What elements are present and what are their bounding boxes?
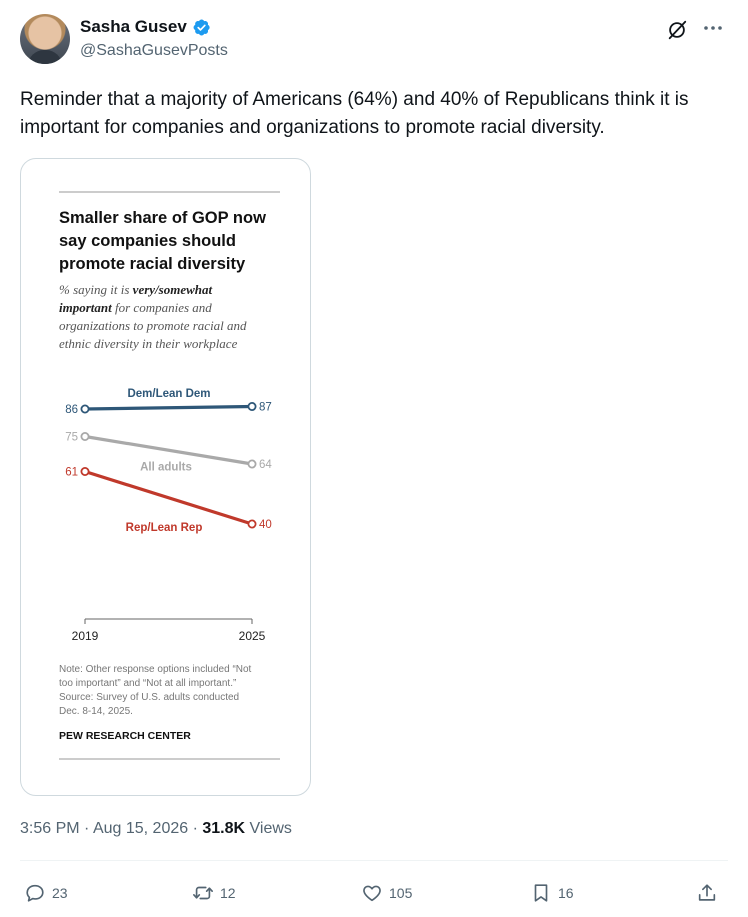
tweet-time[interactable]: 3:56 PM [20, 820, 80, 837]
divider [20, 860, 728, 861]
data-point-dem-lean-dem-2019 [80, 404, 90, 414]
series-rep-lean-rep: 61 40 Rep/Lean Rep [65, 467, 272, 534]
heart-icon [363, 885, 381, 902]
chart-plot-area: 86 87 Dem/Lean Dem 75 64 All adults 61 40 Rep/Le… [65, 388, 272, 534]
tweet-header: Sasha Gusev @SashaGusevPosts [20, 14, 728, 66]
retweet-icon [193, 886, 213, 900]
author-handle[interactable]: @SashaGusevPosts [80, 42, 228, 59]
chart-subtitle-line-4: ethnic diversity in their workplace [59, 336, 238, 351]
data-point-rep-lean-rep-2019 [80, 466, 90, 476]
bookmark-icon [534, 884, 548, 902]
more-icon[interactable] [700, 16, 726, 42]
share-icon [698, 884, 716, 901]
tweet-text: Reminder that a majority of Americans (6… [20, 89, 689, 138]
media-image-card[interactable]: Smaller share of GOP now say companies s… [20, 158, 311, 796]
avatar[interactable] [20, 14, 70, 64]
views-label: Views [249, 820, 292, 837]
reply-count: 23 [52, 885, 68, 901]
data-label-all-adults-2019: 75 [65, 432, 78, 444]
x-tick-label-2025: 2025 [239, 629, 266, 643]
series-dem-lean-dem: 86 87 Dem/Lean Dem [65, 388, 272, 416]
chart-title-line-2: say companies should [59, 232, 236, 250]
series-line-all-adults [84, 434, 253, 466]
author-name-line: Sasha Gusev [80, 17, 211, 37]
data-point-all-adults-2019 [80, 431, 90, 441]
series-line-dem-lean-dem [84, 404, 253, 411]
chart-subtitle-line-1: % saying it is very/somewhat [59, 282, 212, 297]
chart-note-line-4: Dec. 8-14, 2025. [59, 706, 133, 717]
series-line-rep-lean-rep [84, 469, 253, 526]
data-label-all-adults-2025: 64 [259, 459, 272, 471]
data-label-rep-lean-rep-2025: 40 [259, 519, 272, 531]
pew-chart: Smaller share of GOP now say companies s… [59, 191, 280, 760]
chart-note-line-1: Note: Other response options included “N… [59, 664, 252, 675]
data-point-rep-lean-rep-2025 [247, 519, 257, 529]
chart-subtitle-line-3: organizations to promote racial and [59, 318, 247, 333]
series-name-rep-lean-rep: Rep/Lean Rep [126, 522, 203, 534]
verified-badge-icon [192, 18, 211, 37]
x-tick-label-2019: 2019 [72, 629, 99, 643]
tweet-date[interactable]: Aug 15, 2026 [92, 820, 189, 837]
tweet-meta: 3:56 PM · Aug 15, 2026 · 31.8K Views [20, 820, 292, 838]
meta-separator: · [79, 820, 93, 837]
chart-title-line-1: Smaller share of GOP now [59, 209, 266, 227]
reply-button[interactable]: 23 [24, 876, 68, 910]
chart-note-line-2: too important” and “Not at all important… [59, 678, 236, 689]
bookmark-button[interactable]: 16 [530, 876, 574, 910]
like-count: 105 [389, 885, 413, 901]
meta-separator: · [188, 820, 203, 837]
chart-note-line-3: Source: Survey of U.S. adults conducted [59, 692, 239, 703]
chart-subtitle-line-2: important for companies and [59, 300, 212, 315]
like-button[interactable]: 105 [361, 876, 412, 910]
chart-title-line-3: promote racial diversity [59, 255, 246, 273]
action-bar: 23 12 105 16 [20, 876, 728, 910]
views-count: 31.8K [202, 820, 246, 837]
data-label-dem-lean-dem-2025: 87 [259, 402, 272, 414]
grok-icon[interactable] [666, 19, 688, 41]
reply-icon [26, 884, 44, 902]
data-label-rep-lean-rep-2019: 61 [65, 467, 78, 479]
retweet-button[interactable]: 12 [192, 876, 236, 910]
data-point-all-adults-2025 [247, 459, 257, 469]
author-name[interactable]: Sasha Gusev [80, 17, 187, 36]
series-name-all-adults: All adults [140, 461, 192, 473]
series-name-dem-lean-dem: Dem/Lean Dem [127, 388, 210, 400]
share-button[interactable] [696, 876, 718, 910]
bookmark-count: 16 [558, 885, 574, 901]
chart-source-org: PEW RESEARCH CENTER [59, 730, 191, 742]
data-point-dem-lean-dem-2025 [247, 401, 257, 411]
data-label-dem-lean-dem-2019: 86 [65, 404, 78, 416]
retweet-count: 12 [220, 885, 236, 901]
series-all-adults: 75 64 All adults [65, 432, 272, 474]
